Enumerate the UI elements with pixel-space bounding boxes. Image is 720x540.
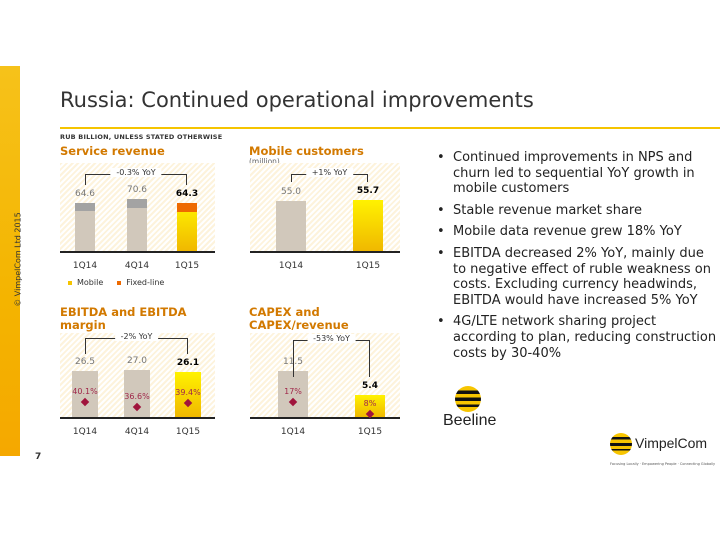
x-tick-label: 1Q14: [72, 427, 98, 437]
bullet-item: Stable revenue market share: [437, 203, 717, 219]
bullet-item: 4G/LTE network sharing project according…: [437, 314, 717, 361]
legend-label: Mobile: [77, 278, 104, 287]
bullet-item: EBITDA decreased 2% YoY, mainly due to n…: [437, 246, 717, 308]
chart-area: [250, 163, 400, 253]
chart-area: [250, 333, 400, 419]
bar-fixed-line-segment: [75, 203, 95, 212]
bar-1Q15: [355, 395, 385, 417]
data-label: 26.1: [176, 357, 200, 368]
data-label: 26.5: [74, 356, 96, 367]
vimpelcom-logo-icon: [610, 433, 632, 455]
chart-title-ebitda: EBITDA and EBITDA margin: [60, 305, 187, 332]
legend-fixed-line: Fixed-line: [117, 278, 164, 287]
legend: Mobile Fixed-line: [68, 278, 164, 287]
yoy-bracket: [293, 340, 370, 378]
yoy-annotation: -2% YoY: [114, 332, 159, 341]
bar-fixed-line-segment: [127, 198, 147, 209]
x-tick-label: 1Q14: [280, 427, 306, 437]
x-tick-label: 1Q15: [175, 427, 201, 437]
bullet-item: Continued improvements in NPS and churn …: [437, 150, 717, 197]
margin-label: 8%: [363, 399, 377, 409]
vimpelcom-logo-text: VimpelCom: [635, 435, 708, 451]
data-label: 64.6: [74, 189, 96, 200]
x-tick-label: 1Q15: [174, 261, 200, 271]
yoy-annotation: -53% YoY: [307, 334, 356, 343]
chart-title-mobile-customers: Mobile customers: [249, 144, 364, 158]
bar-1Q14: [75, 203, 95, 251]
data-label: 11.5: [282, 357, 304, 367]
vimpelcom-tagline: Focusing Locally · Empowering People · C…: [610, 462, 716, 466]
copyright: © VimpelCom Ltd 2015: [13, 212, 23, 307]
data-label: 5.4: [362, 381, 378, 392]
side-accent-strip: [0, 66, 20, 456]
unit-note: RUB BILLION, UNLESS STATED OTHERWISE: [60, 133, 223, 141]
chart-subtitle: (million): [249, 157, 280, 166]
x-tick-label: 1Q15: [357, 427, 383, 437]
x-tick-label: 1Q14: [72, 261, 98, 271]
x-tick-label: 1Q15: [355, 261, 381, 271]
chart-area: [60, 163, 215, 253]
margin-label: 40.1%: [72, 386, 98, 396]
x-tick-label: 4Q14: [124, 427, 150, 437]
bar-4Q14: [127, 198, 147, 251]
data-label: 64.3: [175, 189, 199, 200]
title-divider: [60, 127, 720, 129]
page-number: 7: [35, 452, 42, 462]
margin-label: 36.6%: [124, 392, 150, 402]
bar-fixed-line-segment: [177, 203, 197, 212]
bar-1Q15: [175, 371, 201, 417]
legend-mobile: Mobile: [68, 278, 103, 287]
data-label: 55.7: [356, 186, 380, 197]
x-tick-label: 4Q14: [124, 261, 150, 271]
chart-title-service-revenue: Service revenue: [60, 144, 165, 158]
page-title: Russia: Continued operational improvemen…: [60, 88, 534, 112]
yoy-annotation: -0.3% YoY: [110, 168, 162, 177]
bar-1Q15: [177, 203, 197, 251]
margin-label: 39.4%: [175, 387, 201, 397]
chart-title-capex: CAPEX and CAPEX/revenue: [249, 305, 349, 332]
x-tick-label: 1Q14: [278, 261, 304, 271]
beeline-logo-icon: [455, 386, 481, 412]
data-label: 27.0: [126, 356, 148, 367]
bar-1Q14: [72, 370, 98, 417]
beeline-logo-text: Beeline: [443, 412, 497, 429]
data-label: 70.6: [126, 184, 148, 195]
bullet-item: Mobile data revenue grew 18% YoY: [437, 224, 717, 240]
yoy-annotation: +1% YoY: [305, 168, 354, 177]
bar-1Q14: [276, 200, 306, 251]
margin-label: 17%: [284, 387, 302, 396]
bar-1Q15: [353, 200, 383, 251]
legend-label: Fixed-line: [126, 278, 165, 287]
bullet-list: Continued improvements in NPS and churn …: [437, 150, 717, 367]
bar-1Q14: [278, 371, 308, 417]
data-label: 55.0: [280, 186, 302, 197]
